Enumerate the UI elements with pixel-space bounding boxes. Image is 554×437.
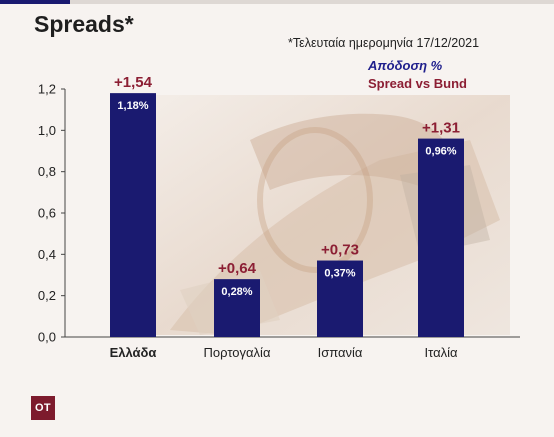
y-tick-label: 1,2	[38, 82, 56, 97]
y-tick-label: 0,6	[38, 206, 56, 221]
bar	[317, 260, 363, 337]
bar-spread-label: +0,64	[218, 260, 257, 277]
bar-yield-label: 1,18%	[117, 100, 148, 112]
ot-logo: OT	[31, 396, 55, 420]
bar-yield-label: 0,28%	[221, 286, 252, 298]
bar-yield-label: 0,96%	[425, 146, 456, 158]
x-category-label: Ισπανία	[318, 345, 363, 360]
y-tick-label: 0,0	[38, 330, 56, 345]
bar	[110, 93, 156, 337]
bar-spread-label: +1,31	[422, 120, 460, 137]
y-tick-label: 1,0	[38, 123, 56, 138]
bar-spread-label: +0,73	[321, 242, 359, 259]
date-note: *Τελευταία ημερομηνία 17/12/2021	[288, 36, 480, 50]
chart-title: Spreads*	[34, 11, 134, 37]
y-tick-label: 0,4	[38, 247, 56, 262]
legend-spread: Spread vs Bund	[368, 76, 467, 91]
x-category-label: Πορτογαλία	[204, 345, 271, 360]
bar	[418, 138, 464, 337]
y-tick-label: 0,8	[38, 164, 56, 179]
bar	[214, 279, 260, 337]
legend-yield: Απόδοση %	[368, 58, 443, 73]
bar-yield-label: 0,37%	[324, 268, 355, 280]
x-category-label: Ιταλία	[425, 345, 458, 360]
top-bar	[0, 0, 554, 4]
y-tick-label: 0,2	[38, 288, 56, 303]
bar-spread-label: +1,54	[114, 74, 153, 91]
x-category-label: Ελλάδα	[110, 345, 157, 360]
top-accent	[0, 0, 70, 4]
